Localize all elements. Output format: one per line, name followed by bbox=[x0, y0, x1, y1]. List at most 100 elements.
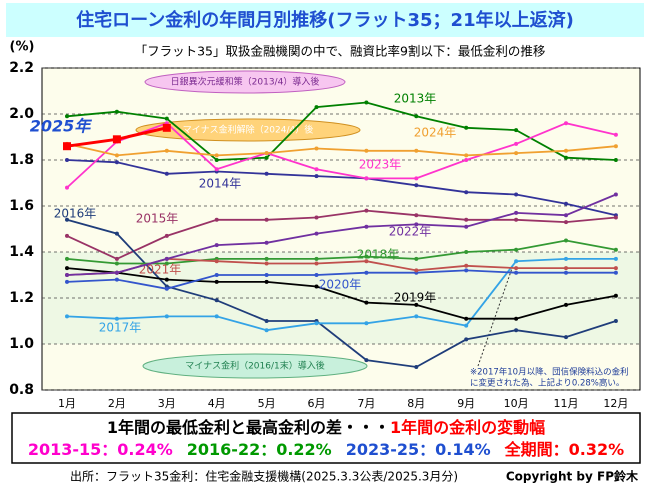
point-marker bbox=[364, 259, 369, 264]
series-line bbox=[66, 193, 617, 276]
point-marker bbox=[164, 286, 169, 291]
point-marker bbox=[564, 335, 568, 340]
point-marker bbox=[613, 132, 618, 137]
point-marker bbox=[464, 217, 469, 222]
series-line bbox=[66, 269, 616, 290]
note-arrow bbox=[477, 265, 514, 367]
summary-heading-text: 1年間の最低金利と最高金利の差・・・ bbox=[107, 418, 390, 437]
series-label: 2024年 bbox=[414, 126, 457, 140]
summary-heading: 1年間の最低金利と最高金利の差・・・1年間の金利の変動幅 bbox=[107, 418, 545, 437]
point-marker bbox=[162, 123, 171, 132]
point-marker bbox=[114, 109, 119, 114]
point-marker bbox=[112, 135, 121, 144]
point-marker bbox=[364, 208, 369, 213]
summary-box bbox=[11, 412, 641, 464]
point-marker bbox=[164, 148, 169, 153]
point-marker bbox=[65, 158, 69, 162]
point-marker bbox=[214, 279, 219, 284]
point-marker bbox=[314, 256, 319, 261]
point-marker bbox=[613, 158, 618, 162]
chart-title: 住宅ローン金利の年間月別推移(フラット35；21年以上返済) bbox=[76, 9, 574, 31]
series-label: 2018年 bbox=[357, 248, 400, 262]
annotation: マイナス金利解除（2024/4）後 bbox=[183, 124, 313, 136]
annotation-ellipse bbox=[144, 70, 346, 94]
point-marker bbox=[464, 323, 469, 328]
point-marker bbox=[65, 256, 69, 261]
point-marker bbox=[414, 148, 419, 153]
point-marker bbox=[114, 261, 119, 266]
point-marker bbox=[414, 213, 419, 218]
point-marker bbox=[164, 261, 169, 266]
note: に変更された為、上記より0.28%高い。 bbox=[470, 378, 624, 389]
y-tick-label: 1.0 bbox=[9, 336, 34, 352]
point-marker bbox=[464, 337, 469, 342]
point-marker bbox=[414, 183, 419, 188]
point-marker bbox=[613, 293, 618, 298]
point-marker bbox=[414, 314, 419, 319]
point-marker bbox=[264, 171, 269, 176]
series-label: 2016年 bbox=[54, 207, 97, 221]
annotation-ellipse bbox=[135, 118, 361, 142]
point-marker bbox=[514, 210, 519, 215]
point-marker bbox=[364, 358, 369, 363]
y-tick-label: 2.0 bbox=[9, 106, 34, 122]
point-marker bbox=[114, 316, 119, 321]
point-marker bbox=[514, 259, 519, 264]
point-marker bbox=[65, 273, 69, 277]
x-tick-label: 4月 bbox=[208, 397, 226, 410]
series-line bbox=[66, 267, 617, 320]
point-marker bbox=[114, 231, 119, 236]
point-marker bbox=[564, 201, 568, 206]
point-marker bbox=[114, 153, 119, 158]
point-marker bbox=[214, 298, 219, 303]
point-marker bbox=[564, 270, 568, 275]
y-tick-label: 1.2 bbox=[9, 290, 34, 306]
series-line bbox=[66, 122, 617, 189]
point-marker bbox=[613, 215, 618, 220]
y-tick-label: 0.8 bbox=[9, 382, 34, 398]
summary-item: 2023-25：0.14% bbox=[346, 440, 491, 459]
point-marker bbox=[414, 268, 419, 273]
point-marker bbox=[314, 321, 319, 326]
series-label: 2021年 bbox=[139, 263, 182, 277]
point-marker bbox=[414, 256, 419, 261]
y-tick-label: 1.4 bbox=[9, 244, 34, 260]
point-marker bbox=[114, 277, 119, 282]
point-marker bbox=[164, 256, 169, 261]
series-label: 2013年 bbox=[394, 92, 437, 106]
point-marker bbox=[214, 243, 219, 248]
annotation: 日銀異次元緩和策（2013/4）導入後 bbox=[171, 76, 320, 88]
point-marker bbox=[314, 273, 319, 277]
summary-item: 2013-15：0.24% bbox=[28, 440, 173, 459]
point-marker bbox=[264, 155, 269, 160]
point-marker bbox=[314, 167, 319, 172]
series-label: 2017年 bbox=[99, 321, 142, 335]
summary-item: 2016-22：0.22% bbox=[187, 440, 332, 459]
point-marker bbox=[314, 146, 319, 151]
point-marker bbox=[364, 270, 369, 275]
point-marker bbox=[264, 279, 269, 284]
x-tick-label: 3月 bbox=[158, 397, 176, 410]
point-marker bbox=[414, 176, 419, 181]
x-tick-label: 10月 bbox=[504, 397, 529, 410]
summary-items: 2013-15：0.24% 2016-22：0.22% 2023-25：0.14% 全… bbox=[28, 440, 624, 459]
x-tick-label: 11月 bbox=[554, 397, 579, 410]
series-label: 2023年 bbox=[359, 158, 402, 172]
point-marker bbox=[564, 213, 568, 218]
series-label: 2015年 bbox=[136, 212, 179, 226]
point-marker bbox=[364, 100, 369, 105]
summary-heading-highlight: 1年間の金利の変動幅 bbox=[390, 418, 545, 437]
footer-copyright: Copyright by FP鈴木 bbox=[506, 469, 639, 484]
point-marker bbox=[613, 319, 618, 323]
point-marker bbox=[65, 279, 69, 284]
point-marker bbox=[514, 192, 519, 197]
point-marker bbox=[214, 314, 219, 319]
point-marker bbox=[414, 365, 419, 369]
annotation-ellipse bbox=[142, 353, 368, 379]
point-marker bbox=[613, 270, 618, 275]
point-marker bbox=[613, 266, 618, 271]
series-label: 2014年 bbox=[199, 177, 242, 191]
point-marker bbox=[63, 142, 71, 151]
series-line bbox=[66, 257, 616, 332]
